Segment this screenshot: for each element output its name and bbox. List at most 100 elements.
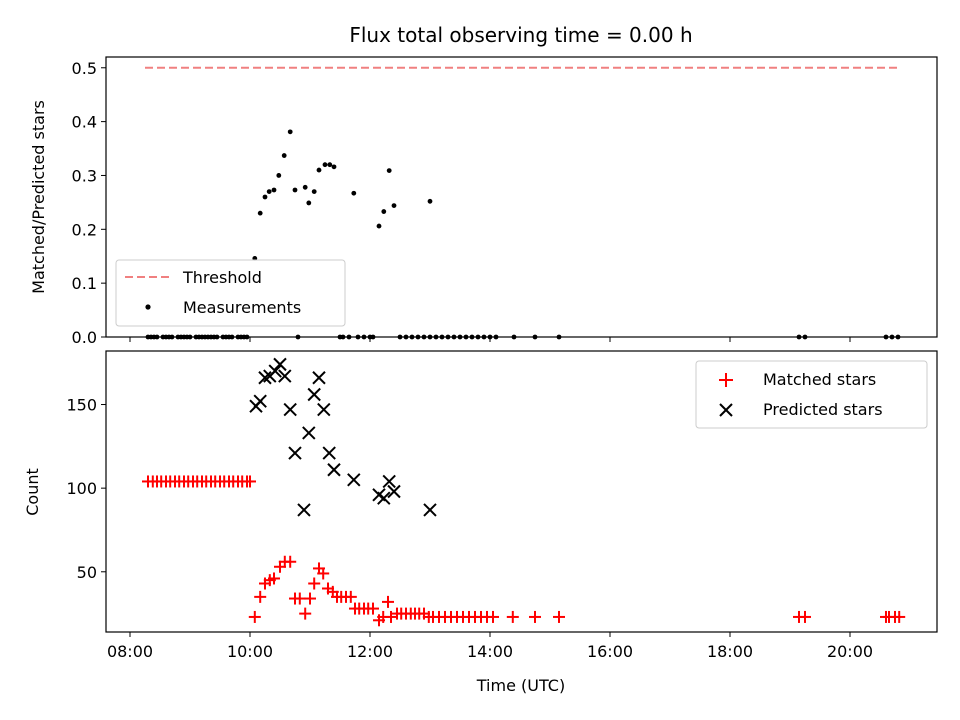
matched-star-point	[799, 610, 811, 623]
bottom-y-tick-label: 150	[66, 396, 97, 415]
bottom-y-tick-label: 100	[66, 479, 97, 498]
predicted-star-point	[327, 463, 341, 477]
top-y-tick-label: 0.5	[72, 59, 97, 78]
predicted-star-point	[382, 474, 396, 489]
matched-star-point	[244, 475, 256, 488]
bottom-x-tick-label: 08:00	[107, 642, 153, 661]
legend-threshold-label: Threshold	[182, 268, 262, 287]
matched-star-point	[299, 607, 312, 620]
predicted-star-point	[322, 446, 336, 460]
predicted-star-point	[278, 369, 292, 383]
bottom-panel: 50 100 150 08:00 10:00 12:00 14:00 16:00 18:00 2…	[23, 350, 938, 695]
matched-star-point	[553, 610, 565, 623]
matched-star-point	[506, 610, 519, 623]
top-y-axis: 0.0 0.1 0.2 0.3 0.4 0.5	[72, 59, 106, 347]
predicted-star-point	[312, 371, 326, 385]
legend-measurements-swatch	[145, 304, 151, 310]
legend-predicted-label: Predicted stars	[763, 400, 883, 419]
predicted-star-point	[268, 364, 282, 378]
measurement-point	[276, 173, 282, 178]
bottom-x-tick-label: 10:00	[227, 642, 273, 661]
measurement-point	[331, 164, 337, 170]
measurement-point	[257, 210, 263, 216]
bottom-legend-box	[695, 360, 928, 429]
matched-star-point	[304, 592, 316, 605]
matched-star-point	[254, 590, 267, 603]
matched-star-point	[248, 610, 261, 623]
bottom-x-tick-label: 20:00	[827, 642, 873, 661]
matched-star-point	[293, 592, 306, 605]
matched-star-point	[367, 602, 379, 615]
measurement-point	[306, 200, 312, 206]
measurement-point	[427, 198, 433, 204]
measurement-point	[386, 168, 392, 174]
matched-star-point	[382, 595, 394, 608]
measurement-point	[327, 162, 333, 168]
top-y-tick-label: 0.2	[72, 220, 97, 239]
bottom-x-tick-label: 12:00	[347, 642, 393, 661]
matched-star-point	[893, 610, 906, 623]
measurement-point	[322, 162, 328, 168]
top-y-tick-label: 0.3	[72, 166, 97, 185]
bottom-x-axis-label: Time (UTC)	[476, 676, 565, 695]
measurement-point	[376, 223, 382, 229]
predicted-star-point	[387, 484, 401, 499]
matched-star-point	[284, 555, 297, 568]
legend-predicted-swatch	[719, 403, 733, 417]
bottom-x-tick-label: 14:00	[467, 642, 513, 661]
top-panel: 0.0 0.1 0.2 0.3 0.4 0.5 Matched/Predicted sta…	[29, 56, 938, 347]
bottom-legend: Matched stars Predicted stars	[695, 360, 928, 429]
top-y-tick-label: 0.1	[72, 274, 97, 293]
matched-star-point	[308, 577, 321, 590]
predicted-star-point	[423, 503, 437, 517]
legend-matched-swatch	[719, 373, 733, 387]
top-y-tick-label: 0.4	[72, 113, 97, 132]
measurement-point	[292, 187, 298, 193]
bottom-y-tick-label: 50	[77, 563, 97, 582]
legend-matched-label: Matched stars	[763, 370, 876, 389]
chart-title: Flux total observing time = 0.00 h	[349, 23, 692, 47]
top-y-tick-label: 0.0	[72, 328, 97, 347]
bottom-axes-frame	[105, 350, 938, 633]
measurement-point	[262, 194, 268, 200]
bottom-y-axis-label: Count	[23, 468, 42, 516]
measurement-point	[391, 203, 397, 209]
measurement-point	[316, 167, 322, 173]
predicted-star-point	[258, 371, 272, 385]
measurement-point	[311, 189, 317, 195]
measurement-point	[287, 129, 293, 135]
measurement-point	[281, 153, 287, 158]
legend-measurements-label: Measurements	[183, 298, 301, 317]
matched-star-point	[529, 610, 541, 623]
predicted-star-point	[307, 387, 321, 402]
predicted-star-point	[288, 446, 302, 460]
predicted-star-point	[253, 394, 267, 408]
top-legend-box	[115, 259, 346, 327]
bottom-x-tick-label: 18:00	[707, 642, 753, 661]
predicted-star-point	[273, 357, 287, 372]
measurement-point	[271, 187, 277, 193]
matched-star-point	[344, 590, 357, 603]
bottom-y-axis: 50 100 150	[66, 396, 106, 582]
measurement-point	[266, 189, 272, 195]
predicted-star-point	[297, 503, 311, 517]
top-x-axis	[129, 337, 851, 342]
predicted-star-point	[302, 426, 316, 440]
matched-star-point	[487, 610, 499, 623]
top-y-axis-label: Matched/Predicted stars	[29, 100, 48, 294]
top-axes-frame	[105, 56, 938, 338]
predicted-star-point	[377, 491, 391, 505]
top-legend: Threshold Measurements	[115, 259, 346, 327]
measurement-point	[381, 209, 387, 214]
matched-star-point	[317, 567, 330, 580]
bottom-plot-area	[142, 357, 906, 627]
predicted-star-point	[317, 402, 331, 417]
measurement-point	[302, 184, 308, 190]
predicted-star-point	[347, 473, 361, 487]
predicted-star-point	[283, 402, 297, 417]
measurement-point	[351, 190, 357, 196]
bottom-x-axis: 08:00 10:00 12:00 14:00 16:00 18:00 20:00	[107, 632, 873, 661]
bottom-x-tick-label: 16:00	[587, 642, 633, 661]
matched-star-point	[268, 572, 280, 585]
